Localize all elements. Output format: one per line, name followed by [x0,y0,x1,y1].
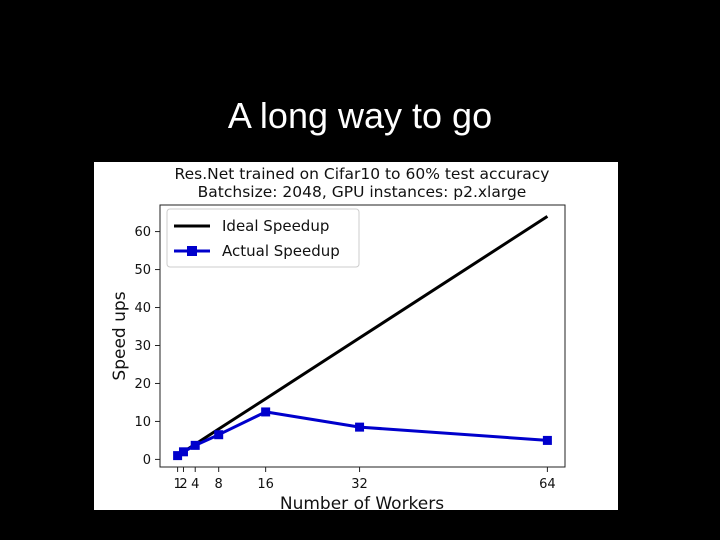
chart-subtitle: Batchsize: 2048, GPU instances: p2.xlarg… [198,183,527,201]
y-tick-label: 0 [143,453,151,468]
y-tick-label: 10 [134,415,151,430]
legend-box [166,208,360,268]
x-tick-label: 64 [539,477,556,492]
y-axis-ticks: 0 10 20 30 40 50 60 [134,225,160,468]
legend: Ideal Speedup Actual Speedup [166,208,360,268]
legend-label-actual: Actual Speedup [222,242,340,260]
actual-speedup-point [190,440,200,450]
legend-marker-actual [187,246,197,256]
y-tick-label: 20 [134,377,151,392]
x-tick-label: 1 [173,477,181,492]
actual-speedup-point [542,435,552,445]
plot-frame [159,204,566,468]
x-axis-label: Number of Workers [280,494,444,510]
actual-speedup-point [355,422,365,432]
x-tick-label: 4 [191,477,199,492]
x-tick-label: 32 [351,477,368,492]
line-chart: Res.Net trained on Cifar10 to 60% test a… [110,165,566,510]
y-tick-label: 40 [134,301,151,316]
y-tick-label: 60 [134,225,151,240]
series-layer [173,215,552,461]
actual-speedup-point [178,447,188,457]
slide-title: A long way to go [227,95,493,136]
actual-speedup-point [173,451,183,461]
legend-label-ideal: Ideal Speedup [222,217,329,235]
y-tick-label: 50 [134,263,151,278]
actual-speedup-point [261,407,271,417]
x-tick-label: 16 [257,477,274,492]
x-tick-label: 2 [179,477,187,492]
y-tick-label: 30 [134,339,151,354]
chart-title: Res.Net trained on Cifar10 to 60% test a… [175,165,550,183]
y-axis-label: Speed ups [110,291,130,380]
x-axis-ticks: 12 4 8 16 32 64 [173,467,556,492]
actual-speedup-point [214,430,224,440]
chart-figure: Res.Net trained on Cifar10 to 60% test a… [94,162,618,510]
x-tick-label: 8 [215,477,223,492]
